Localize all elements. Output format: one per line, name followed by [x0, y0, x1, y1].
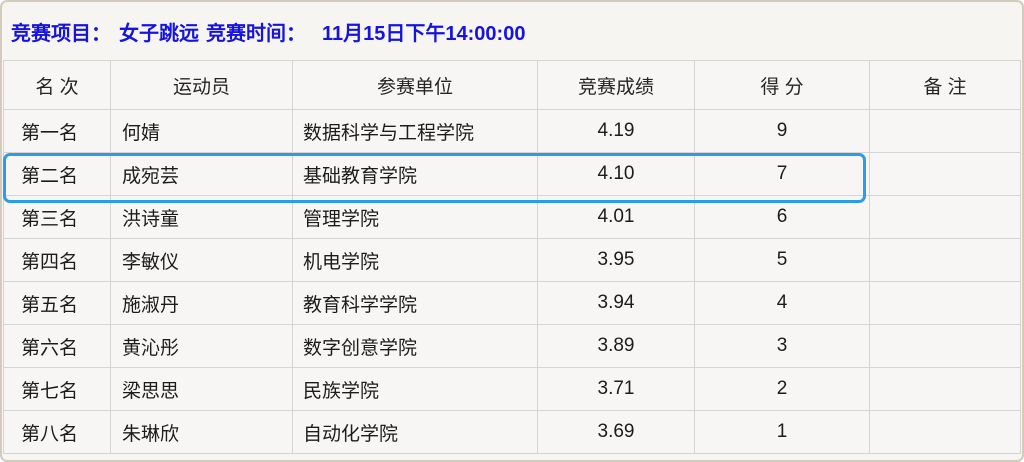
table-row[interactable]: 第五名 施淑丹 教育科学学院 3.94 4 — [3, 281, 1021, 325]
remark-cell — [869, 367, 1021, 411]
unit-cell: 数字创意学院 — [292, 324, 538, 368]
rank-cell: 第五名 — [3, 281, 111, 325]
athlete-cell: 梁思思 — [110, 367, 293, 411]
table-row[interactable]: 第八名 朱琳欣 自动化学院 3.69 1 — [3, 410, 1021, 454]
rank-cell: 第二名 — [3, 152, 111, 196]
remark-cell — [869, 238, 1021, 282]
remark-cell — [869, 152, 1021, 196]
result-cell: 3.71 — [537, 367, 695, 411]
result-cell: 3.94 — [537, 281, 695, 325]
time-label: 竞赛时间： — [206, 22, 306, 45]
remark-cell — [869, 410, 1021, 454]
header-athlete: 运动员 — [110, 60, 293, 110]
header-rank: 名 次 — [3, 60, 111, 110]
points-cell: 5 — [694, 238, 870, 282]
result-cell: 3.89 — [537, 324, 695, 368]
unit-cell: 民族学院 — [292, 367, 538, 411]
time-value: 11月15日下午14:00:00 — [322, 22, 526, 45]
athlete-cell: 洪诗童 — [110, 195, 293, 239]
rank-cell: 第四名 — [3, 238, 111, 282]
unit-cell: 机电学院 — [292, 238, 538, 282]
result-cell: 4.10 — [537, 152, 695, 196]
table-row[interactable]: 第一名 何婧 数据科学与工程学院 4.19 9 — [3, 109, 1021, 153]
unit-cell: 管理学院 — [292, 195, 538, 239]
results-table: 名 次 运动员 参赛单位 竞赛成绩 得 分 备 注 第一名 何婧 数据科学与工程… — [3, 60, 1021, 454]
header-points: 得 分 — [694, 60, 870, 110]
points-cell: 4 — [694, 281, 870, 325]
remark-cell — [869, 281, 1021, 325]
table-row[interactable]: 第四名 李敏仪 机电学院 3.95 5 — [3, 238, 1021, 282]
result-cell: 3.69 — [537, 410, 695, 454]
header-remark: 备 注 — [869, 60, 1021, 110]
rank-cell: 第一名 — [3, 109, 111, 153]
remark-cell — [869, 324, 1021, 368]
unit-cell: 教育科学学院 — [292, 281, 538, 325]
athlete-cell: 施淑丹 — [110, 281, 293, 325]
unit-cell: 基础教育学院 — [292, 152, 538, 196]
result-cell: 4.01 — [537, 195, 695, 239]
athlete-cell: 成宛芸 — [110, 152, 293, 196]
rank-cell: 第八名 — [3, 410, 111, 454]
rank-cell: 第七名 — [3, 367, 111, 411]
title-bar: 竞赛项目： 女子跳远 竞赛时间： 11月15日下午14:00:00 — [2, 2, 1022, 60]
header-result: 竞赛成绩 — [537, 60, 695, 110]
event-value: 女子跳远 — [119, 22, 199, 45]
points-cell: 2 — [694, 367, 870, 411]
table-row[interactable]: 第六名 黄沁彤 数字创意学院 3.89 3 — [3, 324, 1021, 368]
points-cell: 1 — [694, 410, 870, 454]
points-cell: 6 — [694, 195, 870, 239]
table-row-selected[interactable]: 第二名 成宛芸 基础教育学院 4.10 7 — [3, 152, 1021, 196]
rank-cell: 第三名 — [3, 195, 111, 239]
athlete-cell: 黄沁彤 — [110, 324, 293, 368]
table-row[interactable]: 第七名 梁思思 民族学院 3.71 2 — [3, 367, 1021, 411]
remark-cell — [869, 109, 1021, 153]
points-cell: 9 — [694, 109, 870, 153]
athlete-cell: 何婧 — [110, 109, 293, 153]
result-cell: 3.95 — [537, 238, 695, 282]
event-label: 竞赛项目： — [11, 22, 111, 45]
points-cell: 3 — [694, 324, 870, 368]
athlete-cell: 朱琳欣 — [110, 410, 293, 454]
unit-cell: 自动化学院 — [292, 410, 538, 454]
table-row[interactable]: 第三名 洪诗童 管理学院 4.01 6 — [3, 195, 1021, 239]
header-row: 名 次 运动员 参赛单位 竞赛成绩 得 分 备 注 — [3, 60, 1021, 110]
remark-cell — [869, 195, 1021, 239]
unit-cell: 数据科学与工程学院 — [292, 109, 538, 153]
header-unit: 参赛单位 — [292, 60, 538, 110]
rank-cell: 第六名 — [3, 324, 111, 368]
athlete-cell: 李敏仪 — [110, 238, 293, 282]
points-cell: 7 — [694, 152, 870, 196]
result-cell: 4.19 — [537, 109, 695, 153]
